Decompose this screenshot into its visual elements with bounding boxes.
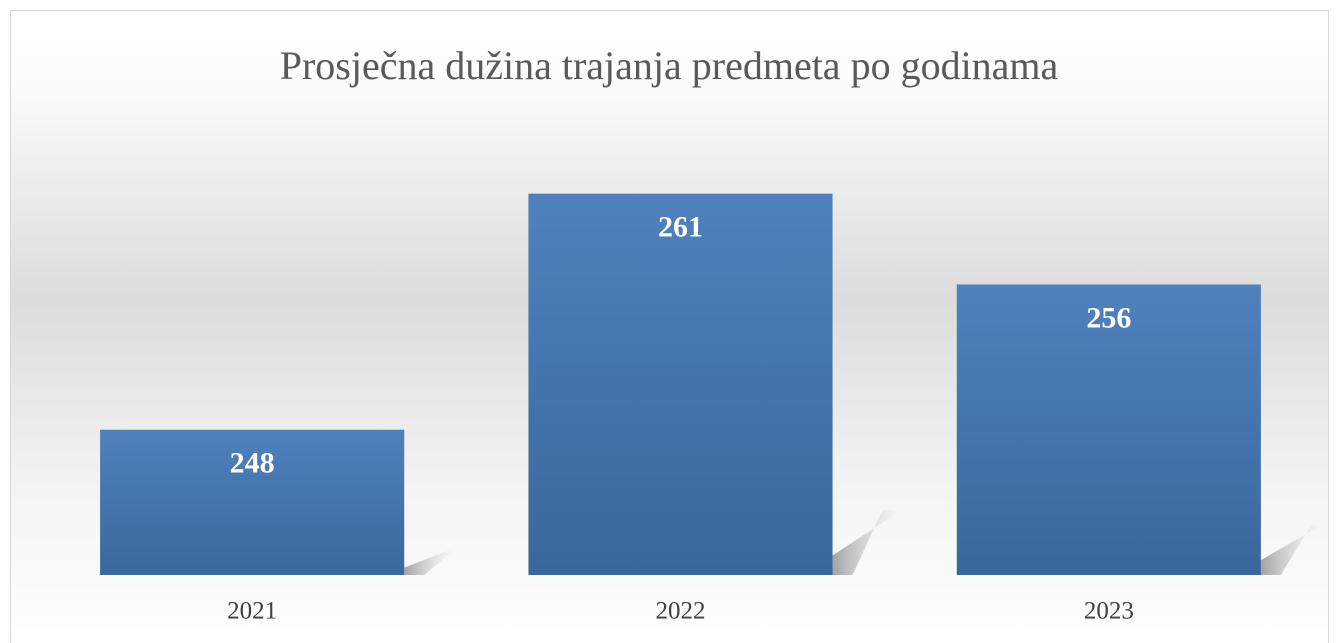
bar-shadow xyxy=(404,550,455,575)
chart-title: Prosječna dužina trajanja predmeta po go… xyxy=(280,43,1059,88)
x-tick-label: 2021 xyxy=(227,598,277,625)
x-tick-label: 2022 xyxy=(656,598,706,625)
bar xyxy=(100,429,405,575)
bar xyxy=(528,193,833,575)
data-label: 261 xyxy=(658,211,703,244)
data-label: 248 xyxy=(230,447,275,480)
bar xyxy=(956,284,1261,575)
bar-shadow xyxy=(832,510,902,575)
x-tick-label: 2023 xyxy=(1084,598,1134,625)
bar-shadow xyxy=(1260,525,1321,575)
data-label: 256 xyxy=(1086,301,1131,334)
